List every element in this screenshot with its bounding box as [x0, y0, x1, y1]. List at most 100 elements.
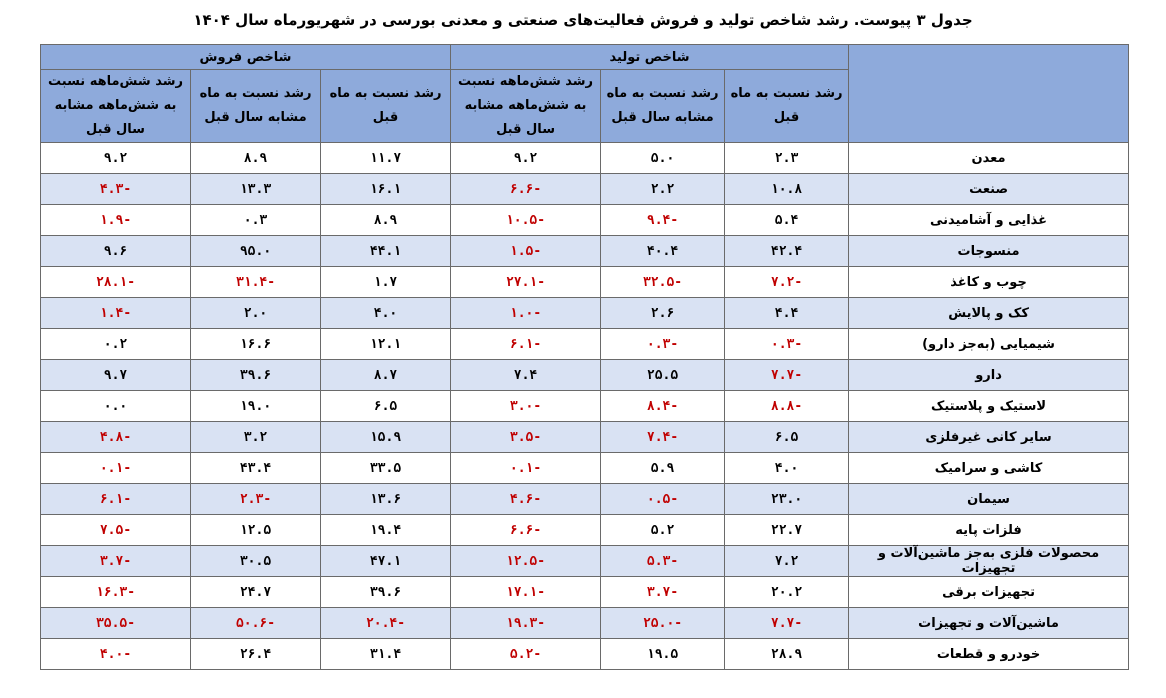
- cell-s-yoy: ۲۴.۷: [190, 576, 322, 608]
- cell-s-yoy: ۳۹.۶: [190, 359, 322, 391]
- cell-s-6m: ۹.۷: [39, 359, 192, 391]
- cell-p-6m: -۴.۶: [450, 483, 602, 515]
- cell-s-yoy: ۳۰.۵: [190, 545, 322, 577]
- header-production-yoy: رشد نسبت به ماه مشابه سال قبل: [600, 69, 726, 143]
- cell-s-yoy: ۳.۲: [190, 421, 322, 453]
- header-sales-6m: رشد شش‌ماهه نسبت به شش‌ماهه مشابه سال قب…: [39, 69, 192, 143]
- cell-s-mom: ۳۳.۵: [320, 452, 452, 484]
- cell-s-6m: -۷.۵: [39, 514, 192, 546]
- cell-p-yoy: -۳.۷: [600, 576, 726, 608]
- cell-s-mom: ۱۲.۱: [320, 328, 452, 360]
- cell-p-yoy: ۲۵.۵: [600, 359, 726, 391]
- cell-s-6m: -۲۸.۱: [39, 266, 192, 298]
- cell-p-6m: -۱۲.۵: [450, 545, 602, 577]
- cell-p-yoy: -۰.۳: [600, 328, 726, 360]
- cell-s-6m: -۴.۰: [39, 638, 192, 670]
- cell-p-mom: -۸.۸: [724, 390, 850, 422]
- header-production-6m: رشد شش‌ماهه نسبت به شش‌ماهه مشابه سال قب…: [450, 69, 602, 143]
- row-label: منسوجات: [848, 235, 1130, 267]
- cell-p-yoy: ۲.۲: [600, 173, 726, 205]
- cell-p-6m: -۱۹.۳: [450, 607, 602, 639]
- table-row: کک و پالایش ۴.۴ ۲.۶ -۱.۰ ۴.۰ ۲.۰ -۱.۴: [39, 297, 1130, 329]
- cell-p-mom: ۴.۰: [724, 452, 850, 484]
- cell-p-mom: ۴.۴: [724, 297, 850, 329]
- table-row: منسوجات ۴۲.۴ ۴۰.۴ -۱.۵ ۴۴.۱ ۹۵.۰ ۹.۶: [39, 235, 1130, 267]
- cell-s-mom: ۸.۷: [320, 359, 452, 391]
- cell-s-yoy: ۱۳.۳: [190, 173, 322, 205]
- cell-p-yoy: -۵.۳: [600, 545, 726, 577]
- cell-p-yoy: ۴۰.۴: [600, 235, 726, 267]
- cell-p-mom: ۱۰.۸: [724, 173, 850, 205]
- cell-s-6m: -۱.۴: [39, 297, 192, 329]
- cell-s-6m: -۳.۷: [39, 545, 192, 577]
- cell-s-6m: ۹.۶: [39, 235, 192, 267]
- row-label: ماشین‌آلات و تجهیزات: [848, 607, 1130, 639]
- cell-s-6m: -۳۵.۵: [39, 607, 192, 639]
- cell-s-6m: -۱۶.۳: [39, 576, 192, 608]
- cell-s-mom: ۱۶.۱: [320, 173, 452, 205]
- cell-s-yoy: ۱۶.۶: [190, 328, 322, 360]
- cell-p-mom: ۲۸.۹: [724, 638, 850, 670]
- cell-p-mom: ۲۳.۰: [724, 483, 850, 515]
- row-label: سیمان: [848, 483, 1130, 515]
- cell-s-6m: ۹.۲: [39, 142, 192, 174]
- row-label: خودرو و قطعات: [848, 638, 1130, 670]
- cell-p-yoy: ۲.۶: [600, 297, 726, 329]
- cell-s-mom: ۱۳.۶: [320, 483, 452, 515]
- row-label: سایر کانی غیرفلزی: [848, 421, 1130, 453]
- cell-p-mom: -۷.۲: [724, 266, 850, 298]
- cell-s-mom: ۱.۷: [320, 266, 452, 298]
- cell-s-6m: -۶.۱: [39, 483, 192, 515]
- row-label: تجهیزات برقی: [848, 576, 1130, 608]
- cell-s-yoy: -۵۰.۶: [190, 607, 322, 639]
- cell-p-yoy: -۸.۴: [600, 390, 726, 422]
- cell-s-mom: ۳۹.۶: [320, 576, 452, 608]
- cell-s-mom: ۱۵.۹: [320, 421, 452, 453]
- header-production-mom: رشد نسبت به ماه قبل: [724, 69, 850, 143]
- cell-p-yoy: -۷.۴: [600, 421, 726, 453]
- row-label: کاشی و سرامیک: [848, 452, 1130, 484]
- cell-p-mom: ۶.۵: [724, 421, 850, 453]
- cell-p-mom: ۴۲.۴: [724, 235, 850, 267]
- cell-p-6m: -۲۷.۱: [450, 266, 602, 298]
- cell-p-mom: ۲۰.۲: [724, 576, 850, 608]
- cell-s-yoy: ۲۶.۴: [190, 638, 322, 670]
- cell-p-yoy: -۰.۵: [600, 483, 726, 515]
- cell-p-mom: -۰.۳: [724, 328, 850, 360]
- row-label: غذایی و آشامیدنی: [848, 204, 1130, 236]
- cell-p-yoy: -۲۵.۰: [600, 607, 726, 639]
- row-label: چوب و کاغذ: [848, 266, 1130, 298]
- cell-p-6m: -۶.۱: [450, 328, 602, 360]
- cell-p-6m: ۹.۲: [450, 142, 602, 174]
- cell-p-mom: ۵.۴: [724, 204, 850, 236]
- cell-s-yoy: ۸.۹: [190, 142, 322, 174]
- cell-s-mom: ۱۹.۴: [320, 514, 452, 546]
- growth-table: شاخص تولید شاخص فروش رشد نسبت به ماه قبل…: [39, 44, 1130, 670]
- row-label: کک و پالایش: [848, 297, 1130, 329]
- cell-s-6m: -۰.۱: [39, 452, 192, 484]
- cell-s-6m: -۴.۸: [39, 421, 192, 453]
- row-label: لاستیک و پلاستیک: [848, 390, 1130, 422]
- cell-p-mom: ۷.۲: [724, 545, 850, 577]
- cell-p-yoy: -۳۲.۵: [600, 266, 726, 298]
- cell-p-yoy: ۵.۰: [600, 142, 726, 174]
- cell-p-6m: -۱۰.۵: [450, 204, 602, 236]
- table-row: غذایی و آشامیدنی ۵.۴ -۹.۴ -۱۰.۵ ۸.۹ ۰.۳ -۱.۹: [39, 204, 1130, 236]
- cell-s-yoy: ۱۲.۵: [190, 514, 322, 546]
- cell-s-6m: -۱.۹: [39, 204, 192, 236]
- row-label: صنعت: [848, 173, 1130, 205]
- cell-p-mom: ۲۲.۷: [724, 514, 850, 546]
- cell-s-yoy: ۱۹.۰: [190, 390, 322, 422]
- table-row: شیمیایی (به‌جز دارو) -۰.۳ -۰.۳ -۶.۱ ۱۲.۱ ۱۶.۶…: [39, 328, 1130, 360]
- header-production-group: شاخص تولید: [450, 44, 850, 70]
- table-row: سیمان ۲۳.۰ -۰.۵ -۴.۶ ۱۳.۶ -۲.۳ -۶.۱: [39, 483, 1130, 515]
- cell-p-6m: -۳.۵: [450, 421, 602, 453]
- cell-p-6m: ۷.۴: [450, 359, 602, 391]
- row-label: فلزات پایه: [848, 514, 1130, 546]
- cell-p-6m: -۳.۰: [450, 390, 602, 422]
- cell-p-mom: -۷.۷: [724, 607, 850, 639]
- cell-s-yoy: ۴۳.۴: [190, 452, 322, 484]
- cell-p-yoy: ۵.۲: [600, 514, 726, 546]
- table-row: سایر کانی غیرفلزی ۶.۵ -۷.۴ -۳.۵ ۱۵.۹ ۳.۲ -۴.۸: [39, 421, 1130, 453]
- cell-p-6m: -۵.۲: [450, 638, 602, 670]
